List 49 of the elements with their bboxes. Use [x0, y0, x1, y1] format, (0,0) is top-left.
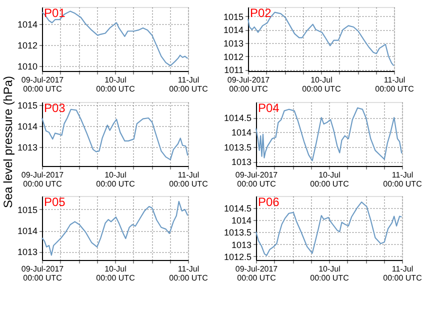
x-tick-label: 09-Jul-2017 00:00 UTC: [235, 264, 278, 282]
x-tick-label: 09-Jul-2017 00:00 UTC: [21, 170, 64, 188]
y-tick-label: 1014.5: [224, 204, 252, 214]
x-tick-label: 10-Jul 00:00 UTC: [310, 264, 350, 282]
x-tick-label: 10-Jul 00:00 UTC: [96, 76, 136, 94]
y-tick-label: 1013: [231, 157, 252, 168]
y-tick-label: 1011: [224, 65, 244, 76]
chart-title: P02: [250, 6, 272, 20]
chart-title: P04: [258, 101, 280, 115]
y-tick-label: 1015: [17, 100, 38, 110]
y-tick-label: 1012: [223, 52, 244, 62]
chart-title: P06: [258, 195, 280, 209]
x-tick-label: 11-Jul 00:00 UTC: [383, 170, 422, 188]
x-tick-label: 09-Jul-2017 00:00 UTC: [21, 76, 64, 94]
y-tick-label: 1015: [223, 12, 244, 22]
y-tick-label: 1014: [17, 19, 38, 30]
x-tick-label: 10-Jul 00:00 UTC: [310, 170, 350, 188]
y-tick-label: 1014: [231, 216, 252, 226]
y-tick-label: 1014: [223, 25, 244, 36]
y-tick-label: 1014: [17, 226, 38, 236]
y-tick-label: 1013.5: [224, 142, 252, 152]
y-tick-label: 1014: [17, 122, 38, 132]
x-tick-label: 11-Jul 00:00 UTC: [383, 264, 422, 282]
chart-title: P03: [44, 101, 66, 115]
y-tick-label: 1013: [231, 240, 252, 250]
x-tick-label: 10-Jul 00:00 UTC: [302, 76, 342, 94]
x-tick-label: 09-Jul-2017 00:00 UTC: [21, 264, 64, 282]
line-series: [41, 10, 188, 66]
x-tick-label: 10-Jul 00:00 UTC: [96, 170, 136, 188]
y-tick-label: 1013: [17, 247, 38, 258]
y-tick-label: 1014.5: [224, 113, 252, 124]
chart-title: P01: [44, 6, 66, 20]
x-tick-label: 11-Jul 00:00 UTC: [169, 170, 208, 188]
y-tick-label: 1013: [223, 38, 244, 48]
y-tick-label: 1010: [17, 61, 38, 72]
y-tick-label: 1012.5: [224, 252, 252, 262]
x-tick-label: 09-Jul-2017 00:00 UTC: [227, 76, 270, 94]
x-tick-label: 11-Jul 00:00 UTC: [169, 264, 208, 282]
y-tick-label: 1015: [17, 204, 38, 215]
x-tick-label: 10-Jul 00:00 UTC: [96, 264, 136, 282]
y-tick-label: 1013: [17, 142, 38, 153]
y-tick-label: 1013.5: [224, 228, 252, 238]
y-axis-title: Sea level pressure (hPa): [1, 76, 15, 208]
x-tick-label: 11-Jul 00:00 UTC: [169, 76, 208, 94]
x-tick-label: 11-Jul 00:00 UTC: [375, 76, 414, 94]
x-tick-label: 09-Jul-2017 00:00 UTC: [235, 170, 278, 188]
y-tick-label: 1014: [231, 128, 252, 138]
chart-title: P05: [44, 195, 66, 209]
y-tick-label: 1012: [17, 40, 38, 50]
